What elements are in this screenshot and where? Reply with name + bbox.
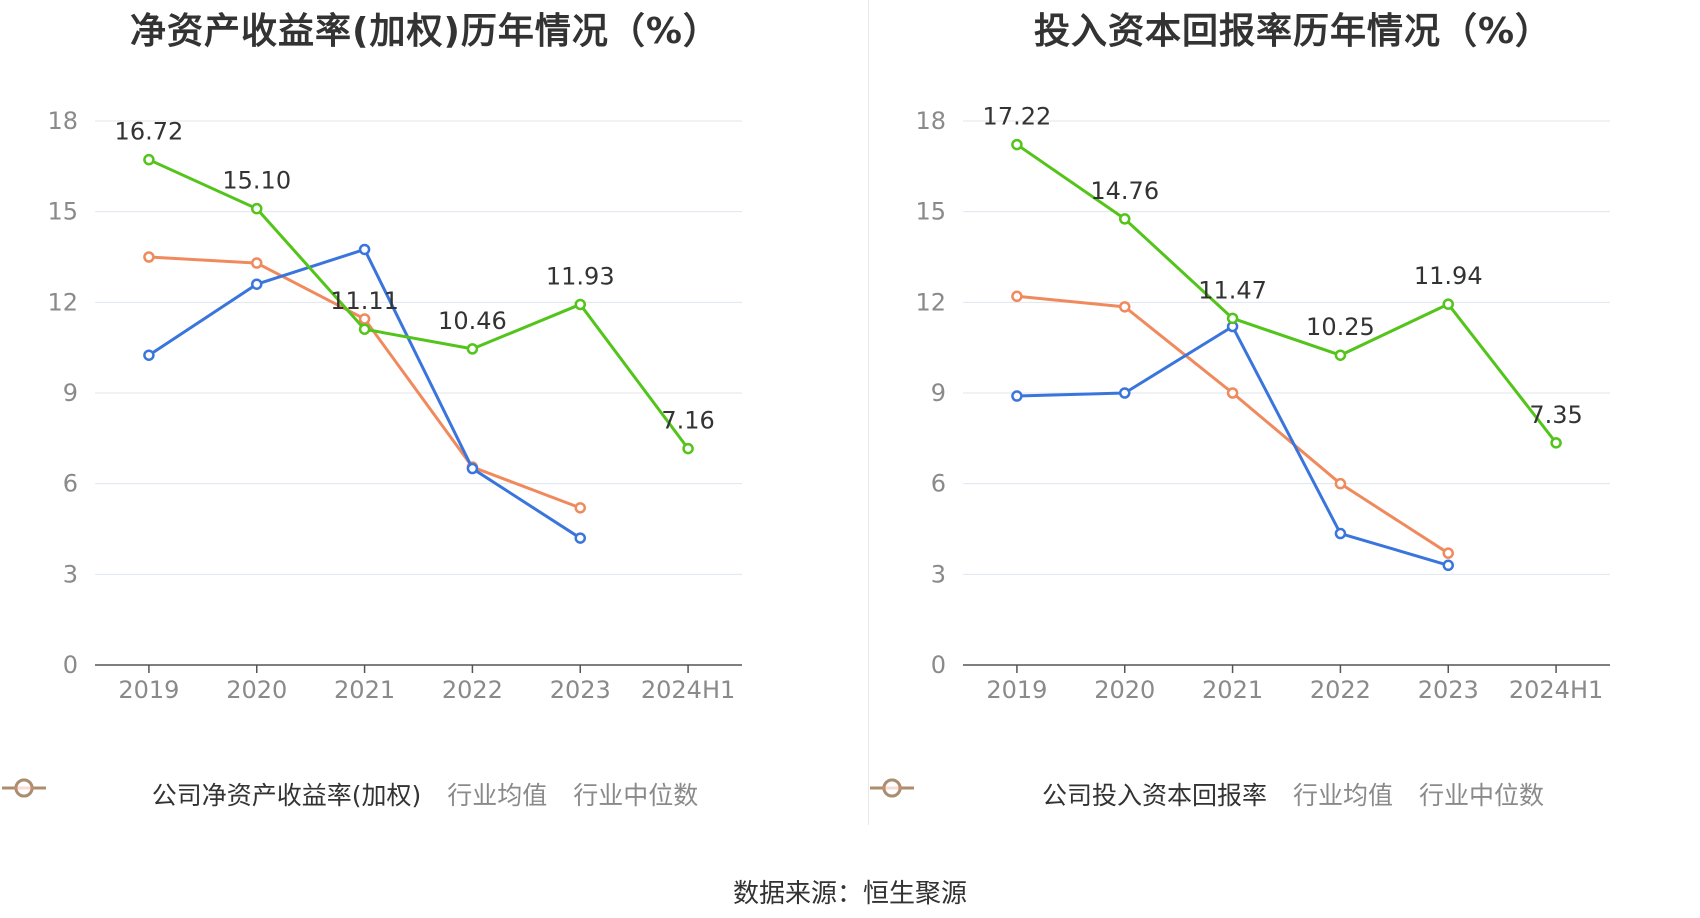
y-tick-label: 18 bbox=[47, 107, 78, 135]
data-label: 15.10 bbox=[222, 167, 291, 195]
data-label: 10.46 bbox=[438, 307, 507, 335]
x-tick-label: 2019 bbox=[118, 676, 179, 704]
legend-item[interactable]: 行业中位数 bbox=[2, 776, 699, 812]
data-point bbox=[1334, 349, 1347, 361]
y-tick-label: 12 bbox=[915, 288, 946, 316]
x-tick-label: 2022 bbox=[1310, 676, 1371, 704]
roe-chart-panel: 净资产收益率(加权)历年情况（%） 0 3 6 9 12 15 18 2019 2020 2021… bbox=[0, 0, 850, 820]
data-point bbox=[358, 323, 371, 335]
data-point bbox=[358, 243, 371, 256]
data-source-note: 数据来源：恒生聚源 bbox=[732, 879, 967, 909]
chart-legend: 公司净资产收益率(加权) 行业均值 行业中位数 bbox=[0, 776, 850, 812]
data-point bbox=[143, 153, 155, 166]
legend-line-marker-icon bbox=[870, 778, 914, 798]
y-tick-label: 0 bbox=[931, 651, 946, 679]
data-point bbox=[1226, 387, 1239, 399]
x-tick-label: 2021 bbox=[1202, 676, 1263, 704]
legend-label: 公司投入资本回报率 bbox=[1041, 781, 1267, 810]
data-point bbox=[1442, 547, 1454, 559]
data-point bbox=[251, 202, 263, 215]
chart-legend: 公司投入资本回报率 行业均值 行业中位数 bbox=[868, 776, 1700, 812]
x-tick-label: 2021 bbox=[334, 676, 395, 704]
data-point bbox=[574, 298, 586, 311]
data-point bbox=[682, 442, 694, 455]
roic-chart-panel: 投入资本回报率历年情况（%） 0 3 6 9 12 15 18 2019 2020 2021 202… bbox=[868, 0, 1700, 820]
y-tick-label: 6 bbox=[63, 470, 78, 498]
y-tick-label: 6 bbox=[931, 470, 946, 498]
legend-label: 行业均值 bbox=[447, 781, 548, 810]
series-line bbox=[148, 158, 690, 450]
y-tick-label: 15 bbox=[47, 198, 78, 226]
data-point bbox=[251, 278, 263, 290]
data-point bbox=[1442, 559, 1454, 572]
data-point bbox=[574, 502, 586, 514]
data-point bbox=[1119, 301, 1131, 313]
x-tick-label: 2019 bbox=[986, 676, 1047, 704]
x-tick-label: 2024H1 bbox=[1509, 676, 1603, 704]
data-label: 17.22 bbox=[983, 103, 1052, 131]
legend-item[interactable]: 行业均值 bbox=[870, 776, 1393, 812]
y-tick-label: 3 bbox=[63, 560, 78, 588]
data-point bbox=[1226, 312, 1239, 325]
data-label: 11.93 bbox=[546, 262, 615, 290]
data-label: 11.11 bbox=[330, 287, 399, 315]
data-label: 11.94 bbox=[1414, 262, 1483, 290]
legend-line-marker-icon bbox=[2, 778, 46, 798]
data-point bbox=[1334, 477, 1347, 490]
x-tick-label: 2023 bbox=[550, 676, 611, 704]
data-point bbox=[1011, 390, 1023, 402]
data-point bbox=[143, 251, 155, 263]
data-label: 10.25 bbox=[1306, 313, 1375, 341]
y-tick-label: 9 bbox=[931, 379, 946, 407]
roe-line-chart: 0 3 6 9 12 15 18 2019 2020 2021 2022 2023 2024H1 16.7… bbox=[47, 107, 742, 704]
data-point bbox=[1011, 290, 1023, 303]
legend-item[interactable]: 行业均值 bbox=[2, 776, 548, 812]
y-tick-label: 15 bbox=[915, 198, 946, 226]
legend-item[interactable]: 公司投入资本回报率 bbox=[870, 776, 1267, 812]
legend-marker bbox=[14, 778, 34, 798]
data-point bbox=[1550, 437, 1562, 449]
data-label: 14.76 bbox=[1090, 177, 1159, 205]
data-point bbox=[1119, 213, 1131, 225]
x-tick-label: 2020 bbox=[226, 676, 287, 704]
data-point bbox=[358, 313, 371, 325]
x-tick-label: 2022 bbox=[442, 676, 503, 704]
data-point bbox=[1011, 138, 1023, 151]
data-point bbox=[1442, 298, 1454, 310]
data-point bbox=[143, 349, 155, 361]
legend-label: 公司净资产收益率(加权) bbox=[151, 781, 422, 810]
data-point bbox=[466, 462, 479, 475]
roic-line-chart: 0 3 6 9 12 15 18 2019 2020 2021 2022 2023 2024H1 17.2… bbox=[915, 103, 1610, 704]
y-tick-label: 12 bbox=[47, 288, 78, 316]
y-tick-label: 18 bbox=[915, 107, 946, 135]
data-point bbox=[574, 532, 586, 544]
panel-divider bbox=[868, 0, 869, 825]
data-label: 16.72 bbox=[115, 118, 184, 146]
chart-title: 投入资本回报率历年情况（%） bbox=[1033, 11, 1553, 52]
data-label: 7.35 bbox=[1529, 401, 1582, 429]
data-point bbox=[466, 343, 479, 355]
legend-label: 行业中位数 bbox=[1419, 781, 1545, 810]
data-label: 7.16 bbox=[661, 407, 714, 435]
y-tick-label: 3 bbox=[931, 560, 946, 588]
y-tick-label: 0 bbox=[63, 651, 78, 679]
legend-marker bbox=[882, 778, 902, 798]
data-label: 11.47 bbox=[1198, 276, 1267, 304]
data-point bbox=[1119, 387, 1131, 399]
legend-label: 行业均值 bbox=[1292, 781, 1393, 810]
x-tick-label: 2020 bbox=[1094, 676, 1155, 704]
data-point bbox=[251, 257, 263, 269]
series-line bbox=[1016, 143, 1558, 444]
x-tick-label: 2023 bbox=[1418, 676, 1479, 704]
series-line bbox=[1016, 325, 1449, 567]
legend-item[interactable]: 行业中位数 bbox=[870, 776, 1545, 812]
chart-title: 净资产收益率(加权)历年情况（%） bbox=[130, 11, 720, 52]
x-tick-label: 2024H1 bbox=[641, 676, 735, 704]
data-point bbox=[1334, 527, 1347, 540]
y-tick-label: 9 bbox=[63, 379, 78, 407]
legend-label: 行业中位数 bbox=[573, 781, 699, 810]
legend-item[interactable]: 公司净资产收益率(加权) bbox=[2, 776, 422, 812]
